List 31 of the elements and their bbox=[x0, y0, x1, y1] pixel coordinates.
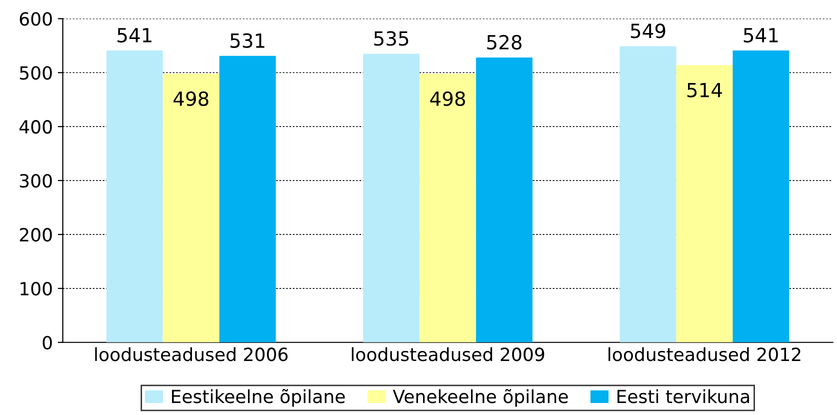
data-label: 541 bbox=[744, 28, 778, 43]
y-tick-label: 0 bbox=[42, 336, 52, 350]
legend-label: Venekeelne õpilane bbox=[392, 389, 568, 407]
y-tick-label: 200 bbox=[20, 228, 52, 242]
y-tick-label: 100 bbox=[20, 282, 52, 296]
bar bbox=[620, 46, 676, 342]
bar bbox=[732, 50, 790, 342]
bar bbox=[363, 54, 420, 342]
data-label: 535 bbox=[374, 31, 408, 46]
bar bbox=[162, 74, 220, 342]
x-tick-label: loodusteadused 2006 bbox=[95, 347, 288, 362]
bar bbox=[420, 74, 476, 342]
bar bbox=[476, 58, 532, 342]
data-label: 498 bbox=[174, 91, 208, 106]
legend-label: Eesti tervikuna bbox=[617, 389, 749, 404]
data-label: 549 bbox=[630, 24, 666, 38]
legend-label: Eestikeelne õpilane bbox=[172, 389, 345, 407]
bar bbox=[219, 56, 276, 342]
data-label: 498 bbox=[430, 91, 466, 106]
y-tick-label: 600 bbox=[20, 12, 52, 26]
data-label: 528 bbox=[487, 34, 522, 50]
bar bbox=[106, 50, 163, 342]
data-label: 541 bbox=[118, 28, 152, 43]
y-tick-label: 500 bbox=[20, 66, 52, 80]
x-tick-label: loodusteadused 2012 bbox=[608, 347, 800, 362]
bar bbox=[676, 65, 733, 342]
y-tick-label: 400 bbox=[19, 120, 52, 134]
data-label: 531 bbox=[230, 33, 264, 48]
x-tick-label: loodusteadused 2009 bbox=[352, 347, 544, 362]
y-tick-label: 300 bbox=[20, 174, 52, 188]
data-label: 514 bbox=[687, 82, 722, 98]
